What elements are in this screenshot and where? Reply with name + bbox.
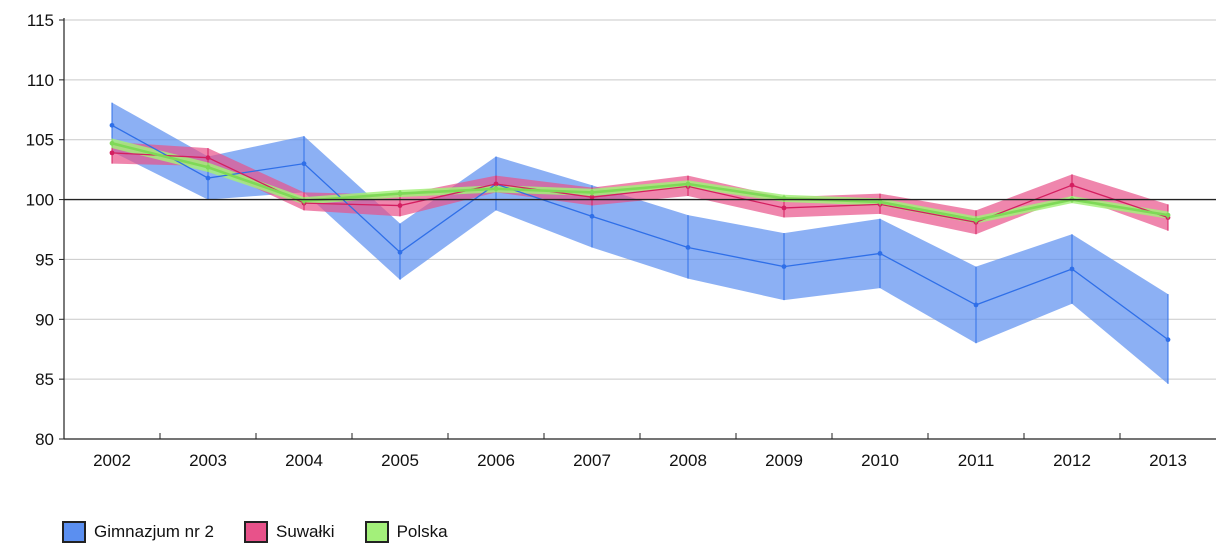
y-tick-label-0: 80 [35, 430, 54, 449]
point-series-0-0 [109, 122, 115, 128]
series-lines [109, 102, 1171, 384]
x-tick-label-2005: 2005 [381, 451, 419, 470]
point-series-0-8 [877, 251, 883, 256]
line-chart: 80 85 90 95 100 105 110 115 2002 2003 2004 2005 2006… [26, 11, 1216, 470]
x-tick-label-2008: 2008 [669, 451, 707, 470]
point-series-2-11 [1165, 212, 1171, 218]
y-tick-label-3: 95 [35, 250, 54, 269]
point-series-1-3 [397, 203, 403, 208]
point-series-0-6 [685, 245, 691, 250]
point-series-2-1 [205, 164, 211, 170]
y-tick-label-6: 110 [27, 71, 54, 90]
legend-label-0: Gimnazjum nr 2 [94, 522, 214, 541]
legend-item-2[interactable]: Polska [364, 521, 448, 543]
point-series-1-5 [589, 194, 595, 200]
point-series-2-4 [493, 186, 499, 192]
point-series-0-2 [301, 161, 307, 167]
legend-item-0[interactable]: Gimnazjum nr 2 [62, 521, 214, 543]
point-series-1-0 [109, 150, 115, 156]
y-tick-label-2: 90 [35, 310, 54, 329]
x-tick-label-2007: 2007 [573, 451, 611, 470]
x-tick-label-2012: 2012 [1053, 451, 1091, 470]
x-tick-label-2002: 2002 [93, 451, 131, 470]
point-series-2-9 [973, 217, 979, 223]
x-tick-label-2011: 2011 [958, 451, 995, 470]
y-tick-label-7: 115 [27, 11, 54, 30]
x-tick-label-2006: 2006 [477, 451, 515, 470]
legend-label-2: Polska [396, 522, 448, 541]
legend-item-1[interactable]: Suwałki [243, 521, 335, 543]
x-tick-label-2013: 2013 [1149, 451, 1187, 470]
x-tick-label-2004: 2004 [285, 451, 323, 470]
point-series-0-1 [205, 175, 211, 181]
point-series-0-7 [781, 264, 787, 270]
x-tick-label-2010: 2010 [861, 451, 899, 470]
point-series-1-10 [1069, 182, 1075, 188]
legend-swatch-2 [364, 521, 389, 543]
point-series-2-0 [109, 140, 115, 146]
point-series-1-7 [781, 205, 787, 211]
point-series-2-5 [589, 189, 595, 195]
legend: Gimnazjum nr 2 Suwałki Polska [62, 521, 478, 543]
x-tick-label-2003: 2003 [189, 451, 227, 470]
point-series-0-11 [1165, 337, 1171, 343]
point-series-0-5 [589, 213, 595, 219]
point-series-2-8 [877, 199, 883, 205]
point-series-1-4 [493, 181, 499, 187]
x-tick-label-2009: 2009 [765, 451, 803, 470]
y-tick-label-5: 105 [26, 131, 54, 150]
point-series-2-3 [397, 191, 403, 196]
point-series-2-6 [685, 181, 691, 187]
band-series-0 [112, 102, 1168, 384]
line-series-2 [111, 142, 1169, 222]
point-series-0-3 [397, 249, 403, 255]
legend-swatch-0 [62, 521, 86, 543]
y-tick-label-1: 85 [35, 370, 54, 389]
point-series-0-10 [1069, 266, 1075, 272]
tick-labels: 80 85 90 95 100 105 110 115 2002 2003 2004 2005 2006… [26, 11, 1187, 470]
point-series-0-9 [973, 302, 979, 308]
line-series-0 [111, 124, 1169, 341]
legend-label-1: Suwałki [275, 522, 335, 541]
point-series-1-1 [205, 155, 211, 161]
legend-swatch-1 [243, 521, 268, 543]
axes [59, 18, 1216, 440]
confidence-bands [112, 102, 1168, 384]
y-tick-label-4: 100 [26, 191, 54, 210]
